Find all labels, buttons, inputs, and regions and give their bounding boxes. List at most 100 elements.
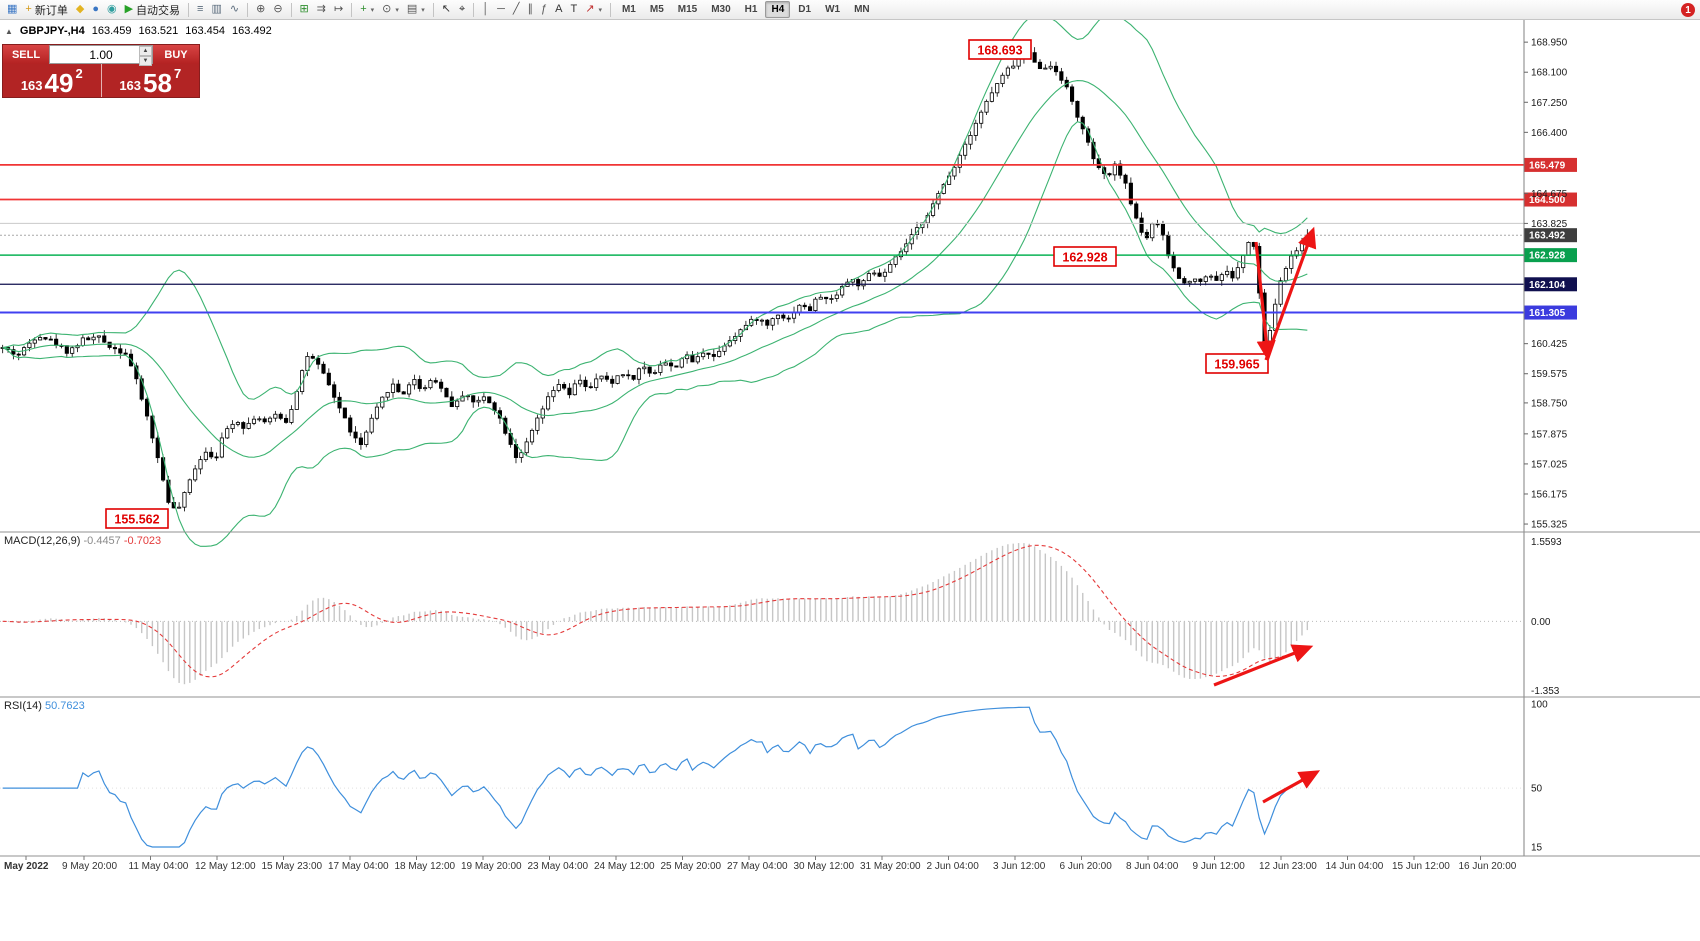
macd-panel: 1.5593 0.00 -1.353 — [0, 537, 1562, 697]
svg-text:3 Jun 12:00: 3 Jun 12:00 — [993, 861, 1046, 872]
market-icon[interactable]: ● — [88, 1, 103, 18]
high-value: 163.521 — [138, 25, 179, 37]
buy-price[interactable]: 163 58 7 — [100, 64, 200, 97]
one-click-trading-panel: SELL 1.00 ▲ ▼ BUY 163 49 2 163 58 7 — [2, 44, 200, 98]
svg-text:167.250: 167.250 — [1531, 98, 1568, 109]
auto-scroll-icon[interactable]: ⇉ — [313, 1, 330, 18]
sell-price-pips: 49 — [44, 67, 74, 98]
sell-price-point: 2 — [75, 66, 83, 81]
svg-text:19 May 20:00: 19 May 20:00 — [461, 861, 522, 872]
auto-scroll-icon: ⇉ — [316, 3, 326, 15]
buy-button[interactable]: BUY — [153, 45, 199, 64]
text-icon[interactable]: A — [551, 1, 566, 18]
bar-chart-icon: ≡ — [197, 3, 204, 15]
svg-text:168.693: 168.693 — [977, 44, 1022, 58]
new-order-button: + — [25, 3, 32, 15]
svg-text:155.325: 155.325 — [1531, 520, 1568, 531]
candlestick-chart-icon[interactable]: ▥ — [207, 1, 225, 18]
svg-text:31 May 20:00: 31 May 20:00 — [860, 861, 921, 872]
svg-text:15 May 23:00: 15 May 23:00 — [262, 861, 323, 872]
auto-trading-button-label: 自动交易 — [136, 4, 181, 17]
horizontal-line-icon[interactable]: ─ — [493, 1, 509, 18]
arrows-icon[interactable]: ↗ ▾ — [581, 1, 606, 18]
community-icon: ◉ — [106, 3, 117, 15]
volume-value[interactable]: 1.00 — [89, 47, 113, 62]
chevron-down-icon: ▾ — [598, 6, 602, 14]
svg-text:12 Jun 23:00: 12 Jun 23:00 — [1259, 861, 1317, 872]
volume-stepper: ▲ ▼ — [139, 46, 152, 66]
svg-text:159.965: 159.965 — [1214, 358, 1259, 372]
volume-field[interactable]: 1.00 ▲ ▼ — [49, 45, 153, 66]
periods-icon[interactable]: ⊙ ▾ — [378, 1, 403, 18]
fibonacci-icon: ƒ — [541, 3, 548, 15]
trendline-icon: ╱ — [512, 3, 520, 15]
time-axis[interactable] — [0, 856, 1700, 890]
svg-text:18 May 12:00: 18 May 12:00 — [395, 861, 456, 872]
tile-windows-icon[interactable]: ⊞ — [296, 1, 313, 18]
svg-text:30 May 12:00: 30 May 12:00 — [794, 861, 855, 872]
zoom-out-icon: ⊖ — [273, 3, 283, 15]
new-order-button-label: 新订单 — [34, 4, 68, 17]
toolbar-separator — [351, 2, 353, 17]
channel-icon[interactable]: ∥ — [524, 1, 538, 18]
bar-chart-icon[interactable]: ≡ — [193, 1, 207, 18]
sell-price[interactable]: 163 49 2 — [3, 64, 101, 97]
auto-trading-button[interactable]: ▶ 自动交易 — [121, 1, 184, 18]
line-chart-icon: ∿ — [229, 3, 240, 15]
new-order-button[interactable]: + 新订单 — [21, 1, 71, 18]
crosshair-icon[interactable]: ⌖ — [455, 1, 469, 18]
quote-row: ▲ GBPJPY-,H4 163.459 163.521 163.454 163… — [5, 25, 272, 37]
indicators-icon[interactable]: + ▾ — [356, 1, 378, 18]
chart-canvas[interactable]: 165.479 164.500 163.492 162.928 162.104 161.3… — [0, 20, 1700, 900]
svg-text:168.950: 168.950 — [1531, 38, 1568, 49]
rsi-panel: 100 50 15 — [0, 700, 1548, 854]
vertical-line-icon: │ — [482, 3, 490, 15]
timeframe-M15[interactable]: M15 — [677, 4, 698, 15]
timeframe-H1[interactable]: H1 — [744, 4, 758, 15]
vertical-line-icon[interactable]: │ — [478, 1, 493, 18]
volume-down-icon[interactable]: ▼ — [139, 56, 152, 66]
timeframe-D1[interactable]: D1 — [798, 4, 812, 15]
price-axis[interactable] — [1524, 20, 1700, 856]
buy-price-base: 163 — [119, 78, 142, 94]
svg-text:162.104: 162.104 — [1529, 280, 1566, 291]
cursor-icon[interactable]: ↖ — [438, 1, 455, 18]
timeframe-W1[interactable]: W1 — [825, 4, 841, 15]
open-value: 163.459 — [91, 25, 132, 37]
arrows-icon: ↗ — [585, 3, 595, 15]
trendline-icon[interactable]: ╱ — [509, 1, 524, 18]
zoom-in-icon[interactable]: ⊕ — [252, 1, 269, 18]
svg-text:1.5593: 1.5593 — [1531, 537, 1562, 548]
chart-shift-icon[interactable]: ↦ — [330, 1, 347, 18]
line-chart-icon[interactable]: ∿ — [226, 1, 243, 18]
svg-text:16 Jun 20:00: 16 Jun 20:00 — [1459, 861, 1517, 872]
notification-badge[interactable]: 1 — [1681, 3, 1695, 17]
trade-panel-controls: SELL 1.00 ▲ ▼ BUY — [3, 45, 199, 66]
svg-text:155.562: 155.562 — [114, 513, 159, 527]
timeframe-H4[interactable]: H4 — [765, 1, 791, 18]
chevron-up-icon[interactable]: ▲ — [5, 26, 13, 36]
sell-button[interactable]: SELL — [3, 45, 49, 64]
candlestick-chart-icon: ▥ — [211, 3, 222, 15]
timeframe-MN[interactable]: MN — [854, 4, 870, 15]
metaeditor-icon[interactable]: ◆ — [72, 1, 88, 18]
timeframe-M1[interactable]: M1 — [621, 4, 636, 15]
svg-text:14 Jun 04:00: 14 Jun 04:00 — [1326, 861, 1384, 872]
crosshair-icon: ⌖ — [459, 3, 466, 15]
horizontal-line-icon: ─ — [497, 3, 505, 15]
zoom-out-icon[interactable]: ⊖ — [269, 1, 286, 18]
timeframe-M30[interactable]: M30 — [711, 4, 731, 15]
svg-text:12 May 12:00: 12 May 12:00 — [195, 861, 256, 872]
fibonacci-icon[interactable]: ƒ — [537, 1, 551, 18]
svg-text:164.500: 164.500 — [1529, 195, 1566, 206]
zoom-in-icon: ⊕ — [256, 3, 266, 15]
svg-text:160.425: 160.425 — [1531, 339, 1568, 350]
templates-icon[interactable]: ▤ ▾ — [403, 1, 429, 18]
toolbar-separator — [473, 2, 475, 17]
text-label-icon[interactable]: T — [566, 1, 581, 18]
community-icon[interactable]: ◉ — [103, 1, 121, 18]
terminal-icon[interactable]: ▦ — [3, 1, 21, 18]
volume-up-icon[interactable]: ▲ — [139, 46, 152, 56]
svg-text:25 May 20:00: 25 May 20:00 — [661, 861, 722, 872]
timeframe-M5[interactable]: M5 — [649, 4, 664, 15]
